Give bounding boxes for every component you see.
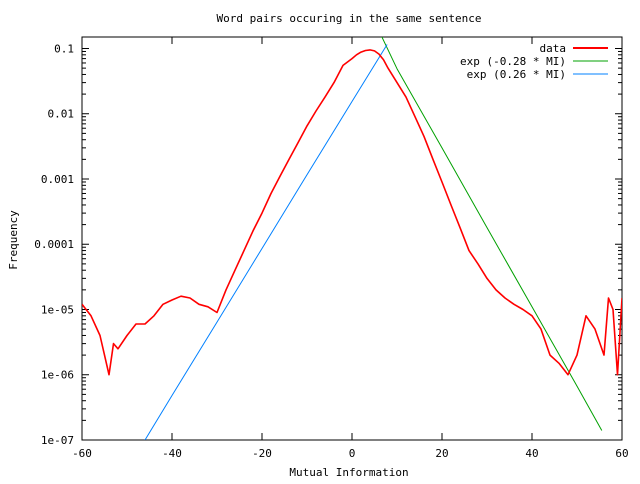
x-tick-label: -40: [162, 447, 182, 460]
y-tick-label: 0.1: [54, 42, 74, 55]
x-axis-label: Mutual Information: [289, 466, 408, 479]
x-tick-label: 40: [525, 447, 538, 460]
axes: -60 -40 -20 0 20 40 60 1e-07 1e-06 1e-05 0.0001 0.0…: [34, 36, 629, 460]
series-line-1: [381, 37, 603, 431]
x-tick-label: 0: [349, 447, 356, 460]
y-tick-label: 1e-06: [41, 369, 74, 382]
series-line-2: [144, 44, 388, 440]
x-tick-label: 60: [615, 447, 628, 460]
y-tick-label: 0.001: [41, 173, 74, 186]
y-tick-label: 1e-07: [41, 434, 74, 447]
legend-label: data: [540, 42, 567, 55]
y-tick-label: 0.01: [48, 108, 75, 121]
y-tick-label: 0.0001: [34, 238, 74, 251]
series-layer: [82, 37, 622, 440]
plot-frame: [81, 36, 623, 441]
x-tick-label: -20: [252, 447, 272, 460]
chart-title: Word pairs occuring in the same sentence: [217, 12, 482, 25]
x-tick-label: 20: [435, 447, 448, 460]
legend-label: exp (0.26 * MI): [467, 68, 566, 81]
y-axis-label: Frequency: [7, 210, 20, 270]
series-line-0: [82, 49, 622, 376]
legend-label: exp (-0.28 * MI): [460, 55, 566, 68]
y-tick-label: 1e-05: [41, 303, 74, 316]
x-tick-label: -60: [72, 447, 92, 460]
